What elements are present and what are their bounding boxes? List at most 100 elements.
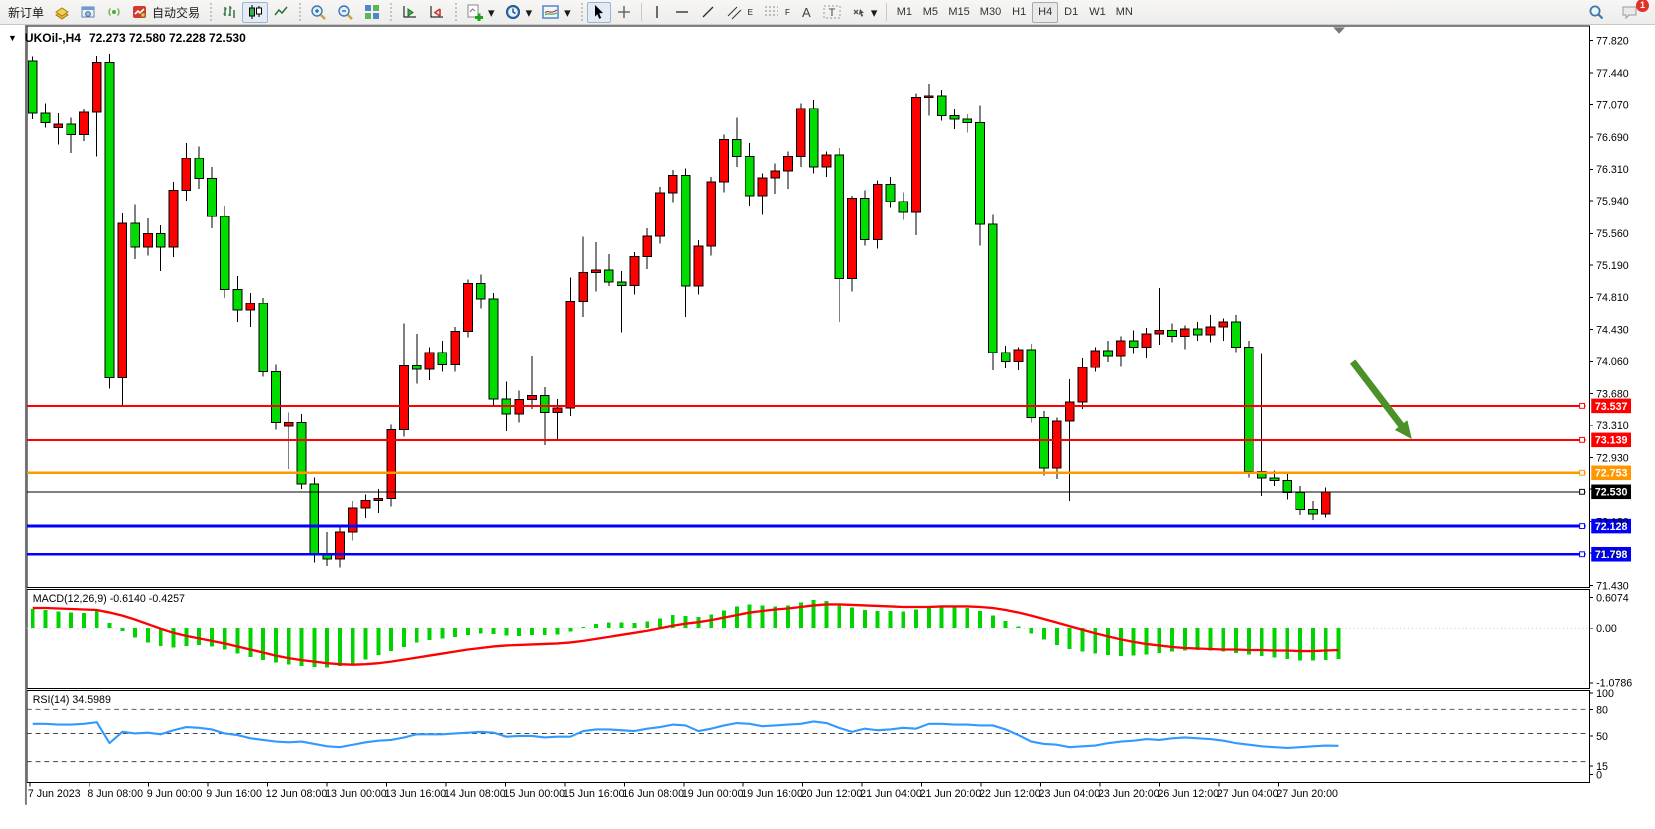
macd-histogram-bar [888, 611, 893, 629]
new-order-button[interactable]: 新订单 [3, 2, 49, 23]
timeframe-button-M5[interactable]: M5 [922, 6, 939, 18]
level-endpoint-handle[interactable] [1579, 488, 1585, 495]
macd-signal-line [32, 603, 1339, 666]
fibo-letter: F [784, 7, 790, 17]
price-level-label: 72.128 [1595, 521, 1628, 533]
horizontal-line-tool-icon[interactable] [669, 2, 695, 23]
macd-histogram-bar [581, 627, 586, 629]
time-tick-label: 23 Jun 04:00 [1039, 788, 1101, 800]
chart-shift-marker[interactable] [1333, 27, 1345, 34]
time-tick-label: 13 Jun 00:00 [325, 788, 387, 800]
candle-body [53, 123, 64, 129]
time-axis[interactable] [29, 782, 1279, 787]
time-tick-label: 7 Jun 2023 [28, 788, 81, 800]
fibonacci-tool-icon[interactable]: F [758, 2, 795, 23]
cursor-tool-icon[interactable] [586, 1, 611, 23]
candle-body [40, 112, 51, 123]
chart-shift-icon[interactable] [423, 2, 450, 23]
macd-histogram-bar [107, 623, 112, 629]
auto-scroll-icon[interactable] [396, 2, 423, 23]
bar-chart-type-icon[interactable] [216, 2, 242, 23]
candle-body [66, 123, 76, 135]
equidistant-channel-tool-icon[interactable]: E [721, 2, 758, 23]
price-tick-label: 75.190 [1596, 260, 1629, 272]
search-icon[interactable] [1583, 2, 1610, 23]
text-label-tool-icon[interactable]: T [818, 2, 846, 23]
indicators-icon[interactable]: ▾ [461, 2, 500, 23]
timeframe-button-M1[interactable]: M1 [896, 6, 913, 18]
dropdown-arrow-icon[interactable]: ▾ [525, 4, 533, 20]
dropdown-arrow-icon[interactable]: ▾ [870, 4, 878, 20]
timeframe-button-W1[interactable]: W1 [1089, 6, 1106, 18]
trend-arrow-head[interactable] [1394, 420, 1412, 440]
candle-body [245, 302, 256, 311]
timeframe-button-D1[interactable]: D1 [1064, 6, 1079, 18]
periods-icon[interactable]: ▾ [500, 2, 538, 23]
macd-histogram-bar [875, 611, 880, 629]
level-endpoint-handle[interactable] [1579, 523, 1585, 529]
candle-body [1000, 352, 1011, 362]
price-tick-label: 75.560 [1596, 228, 1629, 240]
candle-body [629, 255, 640, 286]
macd-histogram-bar [670, 615, 675, 629]
trend-arrow[interactable] [1349, 359, 1408, 432]
candle-body [1218, 321, 1229, 328]
auto-trading-button[interactable]: 自动交易 [127, 2, 205, 23]
data-window-icon[interactable] [75, 2, 101, 23]
time-tick-label: 19 Jun 16:00 [741, 788, 803, 800]
candlestick-chart-type-icon[interactable] [242, 1, 269, 23]
macd-histogram-bar [274, 628, 278, 663]
vertical-line-tool-icon[interactable] [646, 2, 669, 23]
line-chart-type-icon[interactable] [268, 2, 294, 23]
candle-body [1167, 330, 1177, 338]
toolbar-separator [207, 2, 215, 22]
price-axis[interactable] [1589, 40, 1632, 587]
candle-body [1052, 420, 1062, 469]
candle-body [91, 62, 102, 113]
macd-histogram-bar [389, 628, 394, 652]
notifications-icon[interactable]: 1 [1616, 0, 1649, 23]
timeframe-button-MN[interactable]: MN [1115, 6, 1133, 18]
macd-histogram-bar [709, 614, 714, 629]
trendline-tool-icon[interactable] [695, 2, 721, 23]
macd-histogram-bar [1054, 628, 1059, 645]
crosshair-tool-icon[interactable] [611, 2, 637, 23]
macd-histogram-bar [606, 622, 611, 629]
timeframe-button-M30[interactable]: M30 [979, 6, 1002, 18]
macd-histogram-bar [632, 623, 637, 629]
level-endpoint-handle[interactable] [1579, 436, 1585, 443]
level-endpoint-handle[interactable] [1579, 402, 1585, 409]
templates-icon[interactable]: ▾ [537, 2, 576, 23]
candle-body [603, 269, 614, 283]
level-endpoint-handle[interactable] [1579, 551, 1585, 558]
zoom-in-icon[interactable] [305, 2, 332, 23]
collapse-triangle-icon[interactable]: ▼ [8, 33, 17, 43]
timeframe-button-H4[interactable]: H4 [1032, 1, 1059, 23]
timeframe-button-M15[interactable]: M15 [948, 6, 970, 18]
signals-icon[interactable] [101, 2, 127, 23]
chart-area[interactable]: 77.820 77.440 77.070 76.690 76.310 75.940 75.5… [0, 25, 1655, 829]
arrows-tool-icon[interactable]: ▾ [846, 2, 883, 23]
dropdown-arrow-icon[interactable]: ▾ [488, 4, 495, 20]
macd-scale-label: 0.6074 [1596, 592, 1629, 604]
market-watch-icon[interactable] [49, 2, 75, 23]
macd-histogram-bar [837, 604, 842, 629]
candle-body [399, 365, 409, 431]
level-endpoint-handle[interactable] [1579, 469, 1585, 476]
candle-body [1077, 366, 1088, 403]
candle-body [706, 181, 717, 247]
candle-body [130, 222, 140, 248]
macd-histogram-bar [402, 628, 406, 647]
text-tool-icon[interactable]: A [802, 4, 811, 20]
macd-histogram-bar [1042, 628, 1047, 640]
candle-body [821, 154, 832, 168]
zoom-out-icon[interactable] [332, 2, 359, 23]
dropdown-arrow-icon[interactable]: ▾ [564, 4, 571, 20]
timeframe-button-H1[interactable]: H1 [1012, 6, 1027, 18]
price-chart[interactable]: 77.820 77.440 77.070 76.690 76.310 75.940 75.5… [0, 25, 1655, 829]
candle-body [1269, 477, 1280, 482]
tile-windows-icon[interactable] [359, 2, 385, 23]
macd-histogram-bar [862, 610, 867, 629]
macd-histogram-bar [658, 618, 662, 629]
price-level-label: 72.530 [1595, 487, 1628, 499]
